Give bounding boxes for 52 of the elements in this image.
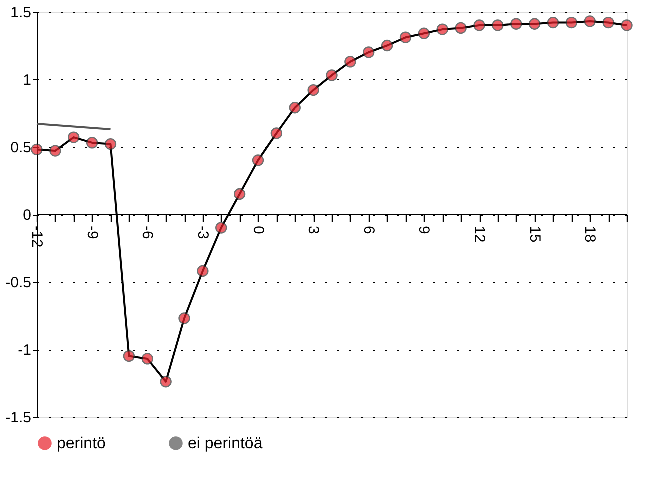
y-tick-label: 1 <box>23 72 32 89</box>
point <box>270 128 283 140</box>
point <box>584 16 596 28</box>
point <box>400 32 412 44</box>
point <box>68 132 80 144</box>
point <box>418 28 430 40</box>
point <box>326 70 338 82</box>
x-tick-label: 12 <box>471 226 488 243</box>
point <box>50 145 62 157</box>
x-tick-label: -6 <box>139 226 156 240</box>
point <box>252 154 264 166</box>
point <box>621 20 633 32</box>
x-tick-label: -3 <box>194 226 212 240</box>
x-tick-label: 18 <box>582 226 599 243</box>
x-tick-label: 6 <box>360 226 378 234</box>
point <box>436 24 448 36</box>
y-tick-label: -0.5 <box>6 274 32 292</box>
point <box>31 144 43 156</box>
point <box>344 56 356 68</box>
legend-label: ei perintöä <box>188 435 263 452</box>
point <box>234 188 246 200</box>
y-tick-label: 0 <box>23 207 32 224</box>
point <box>474 20 486 32</box>
point <box>289 102 301 114</box>
point <box>602 16 614 29</box>
x-tick-label: 9 <box>416 226 433 234</box>
y-tick-label: -1 <box>18 342 32 359</box>
legend-label: perintö <box>57 435 106 452</box>
x-tick-label: 3 <box>305 226 322 234</box>
point <box>178 312 190 324</box>
x-tick-label: 15 <box>526 226 544 243</box>
point <box>216 222 228 234</box>
point <box>308 84 320 96</box>
y-tick-label: -1.5 <box>6 410 32 426</box>
y-tick-label: 0.5 <box>10 140 32 156</box>
point <box>197 265 209 278</box>
x-tick-label: -9 <box>84 226 101 240</box>
point <box>160 376 172 388</box>
point <box>566 16 578 29</box>
point <box>510 18 522 30</box>
point <box>455 22 467 34</box>
point <box>123 350 136 362</box>
point <box>86 137 98 149</box>
point <box>492 20 504 32</box>
y-tick-label: 1.5 <box>10 4 32 22</box>
x-tick-label: 0 <box>250 226 267 234</box>
point <box>547 16 560 29</box>
point <box>142 353 154 365</box>
point <box>363 46 375 58</box>
point <box>381 40 394 52</box>
point <box>528 18 541 30</box>
point <box>104 138 117 150</box>
